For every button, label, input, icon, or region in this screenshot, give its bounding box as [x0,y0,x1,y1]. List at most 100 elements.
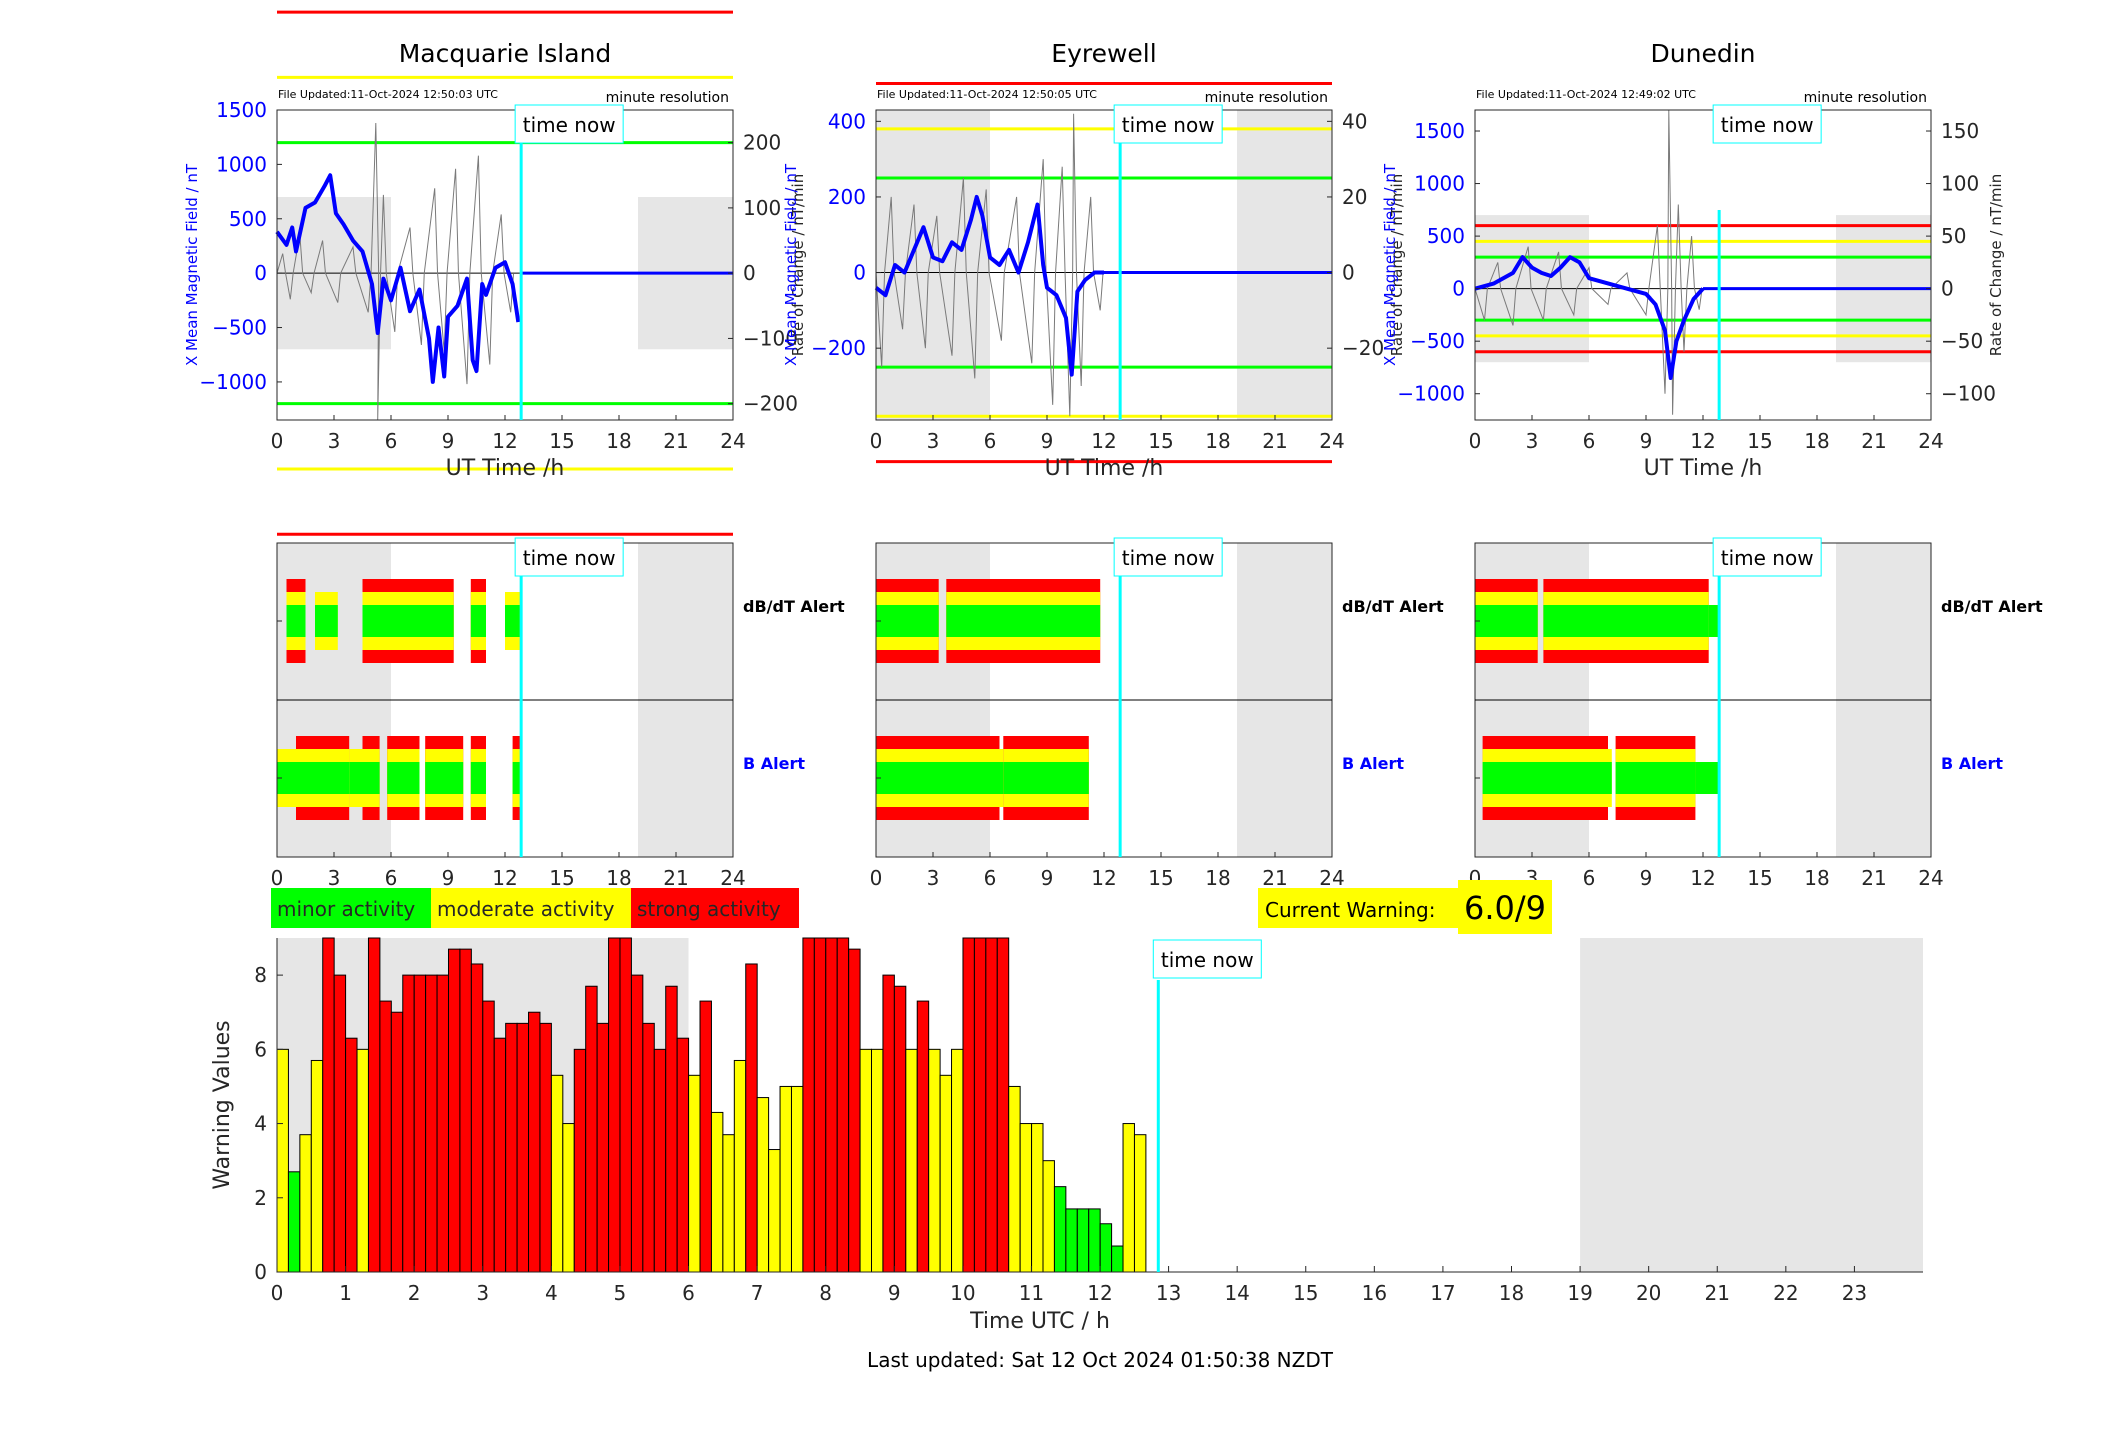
x-tick-label: 15 [1747,429,1772,453]
right-tick-label: 150 [1941,119,1979,143]
warning-bar [459,948,472,1273]
warning-bar [1008,1085,1021,1273]
warning-bar [585,985,598,1273]
x-tick-label: 3 [328,429,341,453]
x-tick-label: 9 [1640,429,1653,453]
warning-bar [1042,1160,1055,1273]
legend-swatch-2 [631,888,799,928]
warning-bar [356,1048,369,1273]
alert-x-tick-label: 21 [663,866,688,890]
warning-bar [699,1000,712,1273]
rate-of-change-trace [875,113,1104,417]
dbdt-alert-bar-minor-1 [315,605,338,637]
x-tick-label: 18 [1205,429,1230,453]
left-axis-label: X Mean Magnetic Field / nT [183,163,201,366]
warning-bar [985,937,998,1273]
bar-x-tick-label: 6 [682,1281,695,1305]
alert-x-tick-label: 21 [1861,866,1886,890]
bar-x-tick-label: 16 [1362,1281,1387,1305]
warning-bar [447,948,461,1273]
x-tick-label: 18 [606,429,631,453]
right-tick-label: 100 [1941,172,1979,196]
bar-x-tick-label: 12 [1087,1281,1112,1305]
dbdt-alert-bar-minor-1 [1543,605,1709,637]
warning-bar [299,1134,312,1273]
left-tick-label: 500 [1427,224,1465,248]
time-now-label: time now [1161,948,1254,972]
warning-bar [745,963,758,1273]
warning-bar [871,1048,884,1273]
alert-x-tick-label: 24 [1319,866,1344,890]
warning-bar [379,1000,392,1273]
dbdt-alert-bar-minor-0 [1475,605,1538,637]
warning-bar [642,1022,655,1273]
dbdt-alert-bar-minor-0 [876,605,939,637]
resolution-label: minute resolution [1205,90,1328,106]
field-trace [874,194,1104,377]
warning-bar [539,1022,552,1273]
legend-label-1: moderate activity [437,897,615,921]
bar-x-tick-label: 20 [1636,1281,1661,1305]
file-updated-label: File Updated:11-Oct-2024 12:49:02 UTC [1476,88,1696,101]
station-title: Eyrewell [1051,39,1156,68]
alert-x-tick-label: 12 [1690,866,1715,890]
time-now-box [514,104,624,144]
alert-x-tick-label: 15 [1747,866,1772,890]
alert-x-tick-label: 15 [1148,866,1173,890]
left-tick-label: 1000 [1414,172,1465,196]
alert-x-tick-label: 0 [870,866,883,890]
right-tick-label: 50 [1941,224,1966,248]
left-axis-label: X Mean Magnetic Field / nT [1381,163,1399,366]
current-warning-value-bg [1458,880,1552,934]
right-tick-label: −20 [1342,336,1384,360]
bar-x-tick-label: 4 [545,1281,558,1305]
warning-bar [790,1085,804,1273]
warning-bar [482,1000,495,1273]
legend-swatch-1 [431,888,631,928]
warning-bar [653,1048,667,1273]
dbdt-alert-bar-minor-3 [400,605,454,637]
time-now-box [1712,104,1822,144]
warning-bar [905,1048,918,1273]
warning-bar [825,937,838,1273]
left-tick-label: 500 [229,207,267,231]
alert-x-tick-label: 12 [1091,866,1116,890]
x-axis-label: UT Time /h [446,456,565,481]
x-axis-label: UT Time /h [1045,456,1164,481]
legend-swatch-0 [271,888,431,928]
x-tick-label: 0 [271,429,284,453]
warning-bar [402,974,415,1273]
bar-x-tick-label: 7 [751,1281,764,1305]
alert-x-tick-label: 21 [1262,866,1287,890]
bar-x-tick-label: 23 [1842,1281,1867,1305]
bar-x-tick-label: 10 [950,1281,975,1305]
time-now-label: time now [1721,546,1814,570]
right-tick-label: 100 [743,196,781,220]
warning-bar [756,1097,770,1273]
dbdt-alert-bar-minor-2 [1708,605,1719,637]
b-alert-label: B Alert [743,754,805,773]
bar-chart-shade-1 [1580,938,1923,1272]
warning-bar [276,1048,289,1273]
time-now-label: time now [523,546,616,570]
warning-bar [836,937,850,1273]
alert-x-tick-label: 18 [1804,866,1829,890]
left-tick-label: 1000 [216,152,267,176]
bar-x-tick-label: 3 [476,1281,489,1305]
current-warning: Current Warning: 6.0/9 [1258,880,1552,934]
bar-x-tick-label: 22 [1773,1281,1798,1305]
x-tick-label: 6 [385,429,398,453]
time-now-label: time now [1122,546,1215,570]
warning-bar [1019,1123,1033,1273]
left-tick-label: −1000 [199,370,267,394]
time-now-box-alert [1113,537,1223,577]
legend-label-2: strong activity [637,897,781,921]
alert-x-tick-label: 3 [328,866,341,890]
warning-bar [573,1048,587,1273]
dbdt-alert-bar-minor-2 [362,605,401,637]
b-alert-bar-minor-1 [999,762,1004,794]
left-tick-label: 0 [1452,277,1465,301]
rate-of-change-trace [276,123,515,421]
alert-x-tick-label: 24 [720,866,745,890]
warning-bar [893,985,907,1273]
